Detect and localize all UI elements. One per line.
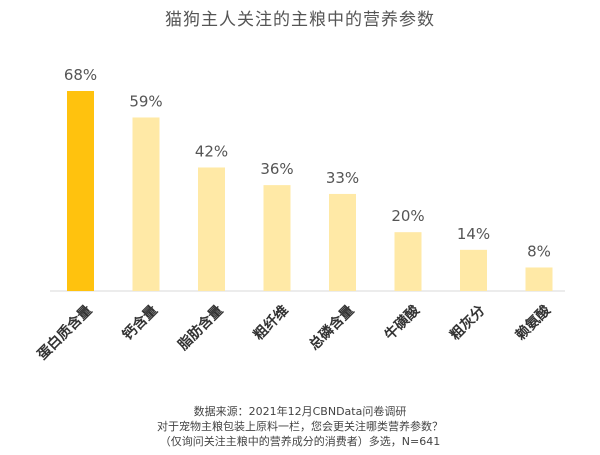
bar-3: [198, 167, 225, 291]
value-label-4: 36%: [260, 160, 293, 178]
category-label-5: 总磷含量: [306, 302, 358, 354]
value-label-7: 14%: [457, 225, 490, 243]
bar-7: [460, 249, 487, 291]
bars: [67, 91, 553, 292]
value-label-3: 42%: [195, 142, 228, 160]
source-note: 数据来源：2021年12月CBNData问卷调研: [193, 405, 407, 418]
bar-8: [525, 267, 553, 291]
category-label-2: 钙含量: [119, 302, 161, 344]
bar-chart: 68% 59% 42% 36% 33% 20% 14% 8% 蛋白质含量 钙含量 脂肪含量 粗纤维总…: [34, 66, 565, 363]
category-label-6: 牛磺酸: [381, 301, 423, 343]
category-label-7: 粗灰分: [447, 302, 489, 344]
sample-note: （仅询问关注主粮中的营养成分的消费者）多选，N=641: [159, 435, 441, 448]
category-label-3: 脂肪含量: [174, 302, 226, 354]
bar-6: [394, 232, 422, 291]
value-labels: 68% 59% 42% 36% 33% 20% 14% 8%: [64, 66, 551, 260]
bar-4: [263, 185, 291, 291]
value-label-5: 33%: [326, 169, 359, 187]
category-labels: 蛋白质含量 钙含量 脂肪含量 粗纤维 总磷含量 牛磺酸 粗灰分 赖氨酸: [34, 301, 555, 363]
value-label-2: 59%: [129, 92, 162, 110]
bar-2: [132, 117, 160, 292]
chart-title: 猫狗主人关注的主粮中的营养参数: [165, 10, 435, 30]
category-label-1: 蛋白质含量: [34, 302, 96, 364]
footer: 数据来源：2021年12月CBNData问卷调研 对于宠物主粮包装上原料一栏，您…: [0, 404, 600, 449]
bar-5: [329, 193, 356, 291]
question-note: 对于宠物主粮包装上原料一栏，您会更关注哪类营养参数？: [157, 420, 443, 433]
value-label-8: 8%: [527, 242, 551, 260]
value-label-6: 20%: [391, 207, 424, 225]
value-label-1: 68%: [64, 66, 97, 84]
bar-1: [67, 91, 94, 291]
category-label-4: 粗纤维: [250, 302, 292, 344]
category-label-8: 赖氨酸: [512, 301, 554, 343]
